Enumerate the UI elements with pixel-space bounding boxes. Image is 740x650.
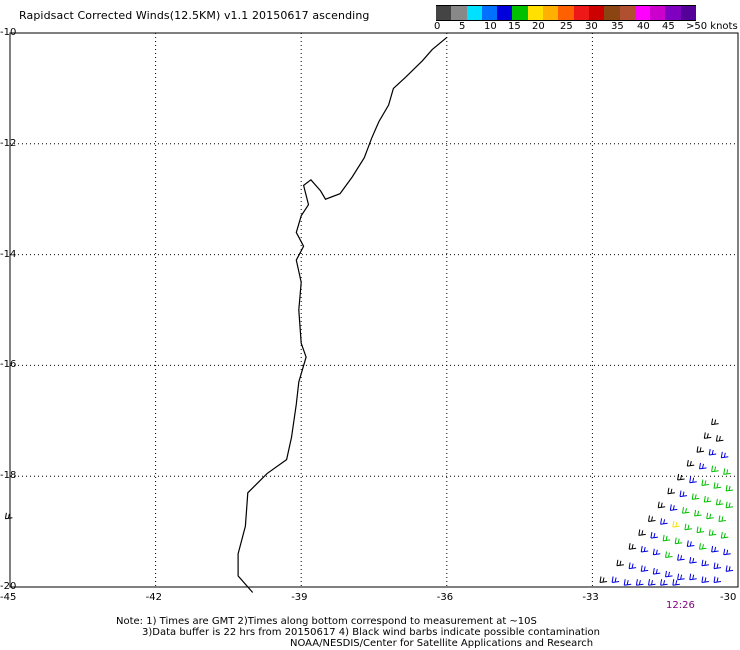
wind-barb bbox=[696, 446, 705, 453]
lat-label: -18 bbox=[0, 470, 17, 482]
map-frame bbox=[9, 32, 739, 588]
coastline bbox=[237, 36, 448, 593]
wind-barb bbox=[723, 468, 731, 475]
wind-barb bbox=[599, 576, 608, 583]
wind-barb bbox=[686, 540, 695, 547]
lat-label: -14 bbox=[0, 248, 17, 260]
wind-barb bbox=[725, 501, 734, 509]
wind-barb bbox=[703, 496, 712, 503]
wind-barb bbox=[711, 545, 719, 553]
wind-barb bbox=[706, 512, 714, 520]
wind-barb bbox=[665, 570, 673, 578]
wind-barb bbox=[667, 487, 675, 495]
wind-barb bbox=[686, 460, 695, 467]
wind-barb bbox=[662, 534, 671, 542]
wind-barb bbox=[628, 562, 637, 570]
lat-lon-grid bbox=[9, 32, 739, 588]
wind-barb bbox=[657, 501, 666, 509]
lon-label: -30 bbox=[720, 592, 737, 603]
wind-barbs bbox=[4, 418, 734, 586]
wind-barb bbox=[691, 493, 700, 500]
wind-barb bbox=[677, 473, 685, 481]
wind-barb bbox=[696, 526, 705, 534]
wind-barb bbox=[660, 579, 668, 586]
wind-barb bbox=[715, 498, 724, 506]
lon-label: -36 bbox=[436, 592, 454, 603]
wind-barb bbox=[672, 579, 680, 586]
wind-barb bbox=[699, 543, 707, 550]
wind-barb bbox=[713, 562, 722, 570]
wind-barb bbox=[635, 579, 644, 586]
lon-label: -45 bbox=[0, 592, 17, 603]
wind-barb bbox=[725, 565, 734, 572]
wind-barb bbox=[665, 551, 673, 558]
wind-barb bbox=[677, 554, 685, 561]
wind-barb bbox=[725, 484, 734, 492]
pass-time-label: 12:26 bbox=[666, 600, 695, 611]
wind-barb bbox=[699, 462, 707, 470]
wind-barb bbox=[4, 512, 13, 520]
wind-barb bbox=[672, 521, 680, 528]
wind-barb bbox=[648, 579, 656, 586]
lat-label: -10 bbox=[0, 27, 17, 38]
wind-barb bbox=[689, 557, 697, 564]
wind-barb bbox=[640, 545, 649, 553]
wind-barb bbox=[720, 532, 729, 539]
lon-label: -42 bbox=[145, 592, 162, 603]
wind-barb bbox=[703, 432, 712, 439]
wind-barb bbox=[628, 543, 637, 550]
wind-barb bbox=[689, 573, 697, 581]
wind-barb bbox=[611, 576, 620, 583]
wind-barb bbox=[640, 565, 649, 572]
wind-barb bbox=[694, 509, 702, 517]
wind-barb bbox=[711, 465, 719, 473]
lon-label: -33 bbox=[582, 592, 599, 603]
wind-barb bbox=[623, 579, 632, 586]
wind-barb bbox=[616, 559, 624, 567]
wind-barb bbox=[723, 548, 731, 556]
wind-barb bbox=[650, 532, 658, 539]
wind-barb bbox=[713, 576, 722, 583]
lat-label: -20 bbox=[0, 581, 17, 592]
wind-barb bbox=[677, 573, 685, 581]
wind-barb bbox=[701, 576, 709, 583]
wind-barb bbox=[701, 559, 709, 567]
wind-barb bbox=[679, 490, 688, 498]
wind-barb bbox=[674, 537, 683, 545]
lat-label: -16 bbox=[0, 359, 17, 371]
lat-label: -12 bbox=[0, 137, 17, 149]
wind-barb bbox=[708, 448, 717, 456]
wind-barb bbox=[660, 518, 668, 525]
wind-barb bbox=[689, 476, 697, 484]
wind-barb bbox=[638, 529, 646, 536]
wind-barb bbox=[715, 435, 724, 442]
wind-barb bbox=[708, 529, 717, 536]
wind-barb bbox=[701, 479, 709, 486]
wind-barb bbox=[684, 523, 692, 531]
wind-barb bbox=[669, 504, 678, 511]
wind-barb bbox=[652, 568, 661, 575]
wind-barb bbox=[720, 451, 729, 459]
note-line-3: NOAA/NESDIS/Center for Satellite Applica… bbox=[290, 638, 594, 649]
note-line-2: 3)Data buffer is 22 hrs from 20150617 4)… bbox=[142, 627, 600, 638]
wind-barb bbox=[648, 515, 656, 522]
map-title: Rapidsact Corrected Winds(12.5KM) v1.1 2… bbox=[19, 9, 370, 22]
lon-label: -39 bbox=[291, 592, 308, 603]
wind-barb bbox=[682, 507, 690, 514]
wind-barb bbox=[652, 548, 661, 556]
wind-barb bbox=[718, 515, 726, 522]
wind-barb bbox=[711, 418, 719, 426]
note-line-1: Note: 1) Times are GMT 2)Times along bot… bbox=[116, 616, 537, 627]
wind-barb bbox=[713, 482, 722, 489]
